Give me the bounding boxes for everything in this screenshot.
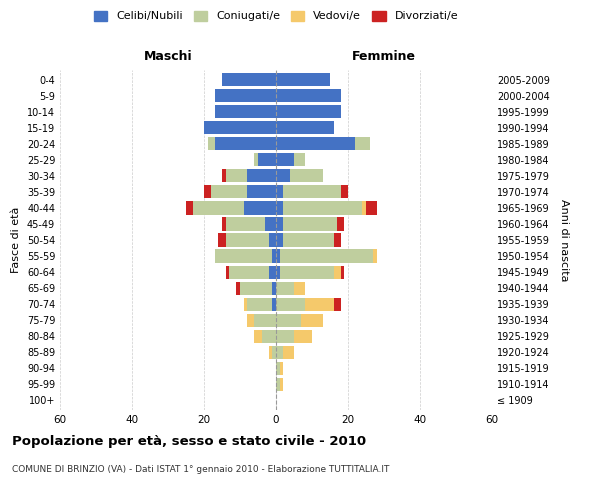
Bar (204, 186, 211, 198)
Text: Popolazione per età, sesso e stato civile - 2010: Popolazione per età, sesso e stato civil… (12, 435, 366, 448)
Bar (280, 362, 283, 375)
Bar (244, 298, 247, 310)
Bar (366, 202, 377, 214)
Bar (272, 250, 276, 262)
Bar (226, 266, 229, 278)
Bar (247, 314, 254, 327)
Bar (222, 170, 226, 182)
Bar (305, 298, 334, 310)
Bar (276, 250, 280, 262)
Bar (276, 266, 280, 278)
Bar (283, 186, 341, 198)
Bar (276, 121, 334, 134)
Bar (229, 266, 269, 278)
Y-axis label: Fasce di età: Fasce di età (11, 207, 21, 273)
Bar (341, 186, 348, 198)
Bar (258, 153, 276, 166)
Bar (247, 170, 276, 182)
Legend: Celibi/Nubili, Coniugati/e, Vedovi/e, Divorziati/e: Celibi/Nubili, Coniugati/e, Vedovi/e, Di… (94, 10, 458, 22)
Bar (276, 218, 283, 230)
Bar (280, 250, 373, 262)
Bar (276, 314, 301, 327)
Bar (208, 137, 215, 150)
Y-axis label: Anni di nascita: Anni di nascita (559, 198, 569, 281)
Bar (186, 202, 193, 214)
Bar (204, 121, 276, 134)
Bar (355, 137, 370, 150)
Bar (272, 282, 276, 294)
Bar (337, 218, 344, 230)
Bar (272, 346, 276, 359)
Text: Femmine: Femmine (352, 50, 416, 63)
Bar (276, 346, 283, 359)
Bar (222, 218, 226, 230)
Bar (226, 234, 269, 246)
Bar (276, 330, 294, 343)
Bar (341, 266, 344, 278)
Bar (215, 105, 276, 118)
Text: COMUNE DI BRINZIO (VA) - Dati ISTAT 1° gennaio 2010 - Elaborazione TUTTITALIA.IT: COMUNE DI BRINZIO (VA) - Dati ISTAT 1° g… (12, 465, 389, 474)
Bar (276, 137, 355, 150)
Bar (280, 266, 334, 278)
Bar (276, 186, 283, 198)
Bar (226, 218, 265, 230)
Bar (254, 153, 258, 166)
Bar (254, 314, 276, 327)
Bar (280, 378, 283, 391)
Bar (276, 170, 290, 182)
Bar (276, 202, 283, 214)
Bar (276, 105, 341, 118)
Bar (240, 282, 272, 294)
Bar (276, 89, 341, 102)
Bar (222, 73, 276, 86)
Bar (236, 282, 240, 294)
Bar (272, 298, 276, 310)
Bar (283, 218, 337, 230)
Bar (269, 346, 272, 359)
Bar (226, 170, 247, 182)
Bar (218, 234, 226, 246)
Bar (247, 298, 272, 310)
Bar (294, 153, 305, 166)
Bar (334, 266, 341, 278)
Bar (244, 202, 276, 214)
Bar (254, 330, 262, 343)
Bar (193, 202, 244, 214)
Bar (262, 330, 276, 343)
Bar (276, 378, 280, 391)
Bar (269, 266, 276, 278)
Bar (269, 234, 276, 246)
Bar (283, 202, 362, 214)
Bar (215, 137, 276, 150)
Bar (276, 153, 294, 166)
Bar (334, 234, 341, 246)
Bar (294, 330, 312, 343)
Bar (276, 234, 283, 246)
Bar (211, 186, 247, 198)
Bar (283, 234, 334, 246)
Bar (265, 218, 276, 230)
Bar (373, 250, 377, 262)
Bar (215, 250, 272, 262)
Text: Maschi: Maschi (143, 50, 193, 63)
Bar (362, 202, 366, 214)
Bar (215, 89, 276, 102)
Bar (334, 298, 341, 310)
Bar (276, 282, 294, 294)
Bar (247, 186, 276, 198)
Bar (301, 314, 323, 327)
Bar (290, 170, 323, 182)
Bar (283, 346, 294, 359)
Bar (276, 73, 330, 86)
Bar (276, 362, 280, 375)
Bar (294, 282, 305, 294)
Bar (276, 298, 305, 310)
